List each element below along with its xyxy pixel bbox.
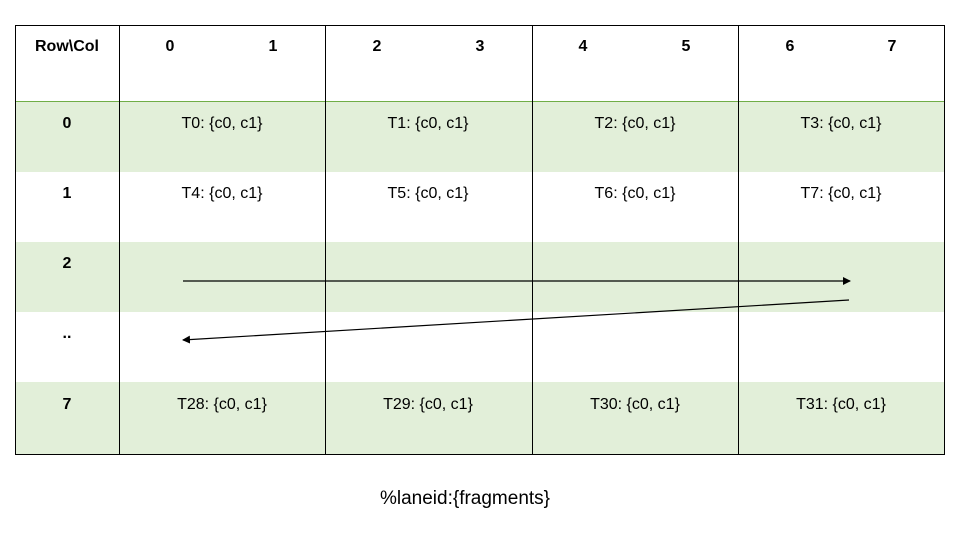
border-right bbox=[944, 26, 945, 454]
col-header: 0 bbox=[165, 38, 175, 55]
cell: T3: {c0, c1} bbox=[800, 115, 882, 132]
row-2-band bbox=[15, 242, 945, 312]
row-label: 7 bbox=[62, 396, 72, 413]
border-left bbox=[15, 26, 16, 454]
caption: %laneid:{fragments} bbox=[379, 488, 551, 509]
cell: T7: {c0, c1} bbox=[800, 185, 882, 202]
lane-layout-table bbox=[15, 25, 945, 455]
column-divider bbox=[325, 26, 326, 454]
row-label: 1 bbox=[62, 185, 72, 202]
arrow-return bbox=[182, 299, 850, 344]
row-0-band bbox=[15, 102, 945, 172]
row-label: 2 bbox=[62, 255, 72, 272]
cell: T4: {c0, c1} bbox=[181, 185, 263, 202]
cell: T2: {c0, c1} bbox=[594, 115, 676, 132]
col-header: 4 bbox=[578, 38, 588, 55]
cell: T5: {c0, c1} bbox=[387, 185, 469, 202]
column-divider bbox=[119, 26, 120, 454]
col-header: 2 bbox=[372, 38, 382, 55]
cell: T28: {c0, c1} bbox=[177, 396, 267, 413]
cell: T30: {c0, c1} bbox=[590, 396, 680, 413]
col-header: 6 bbox=[785, 38, 795, 55]
row-label: .. bbox=[62, 325, 72, 342]
cell: T6: {c0, c1} bbox=[594, 185, 676, 202]
col-header: 5 bbox=[681, 38, 691, 55]
row-7-band bbox=[15, 382, 945, 454]
col-header: 1 bbox=[268, 38, 278, 55]
header-divider bbox=[15, 101, 945, 102]
cell: T31: {c0, c1} bbox=[796, 396, 886, 413]
column-divider bbox=[738, 26, 739, 454]
row-label: 0 bbox=[62, 115, 72, 132]
cell: T0: {c0, c1} bbox=[181, 115, 263, 132]
col-header: 3 bbox=[475, 38, 485, 55]
cell: T1: {c0, c1} bbox=[387, 115, 469, 132]
cell: T29: {c0, c1} bbox=[383, 396, 473, 413]
col-header: 7 bbox=[887, 38, 897, 55]
column-divider bbox=[532, 26, 533, 454]
corner-header: Row\Col bbox=[35, 38, 99, 55]
